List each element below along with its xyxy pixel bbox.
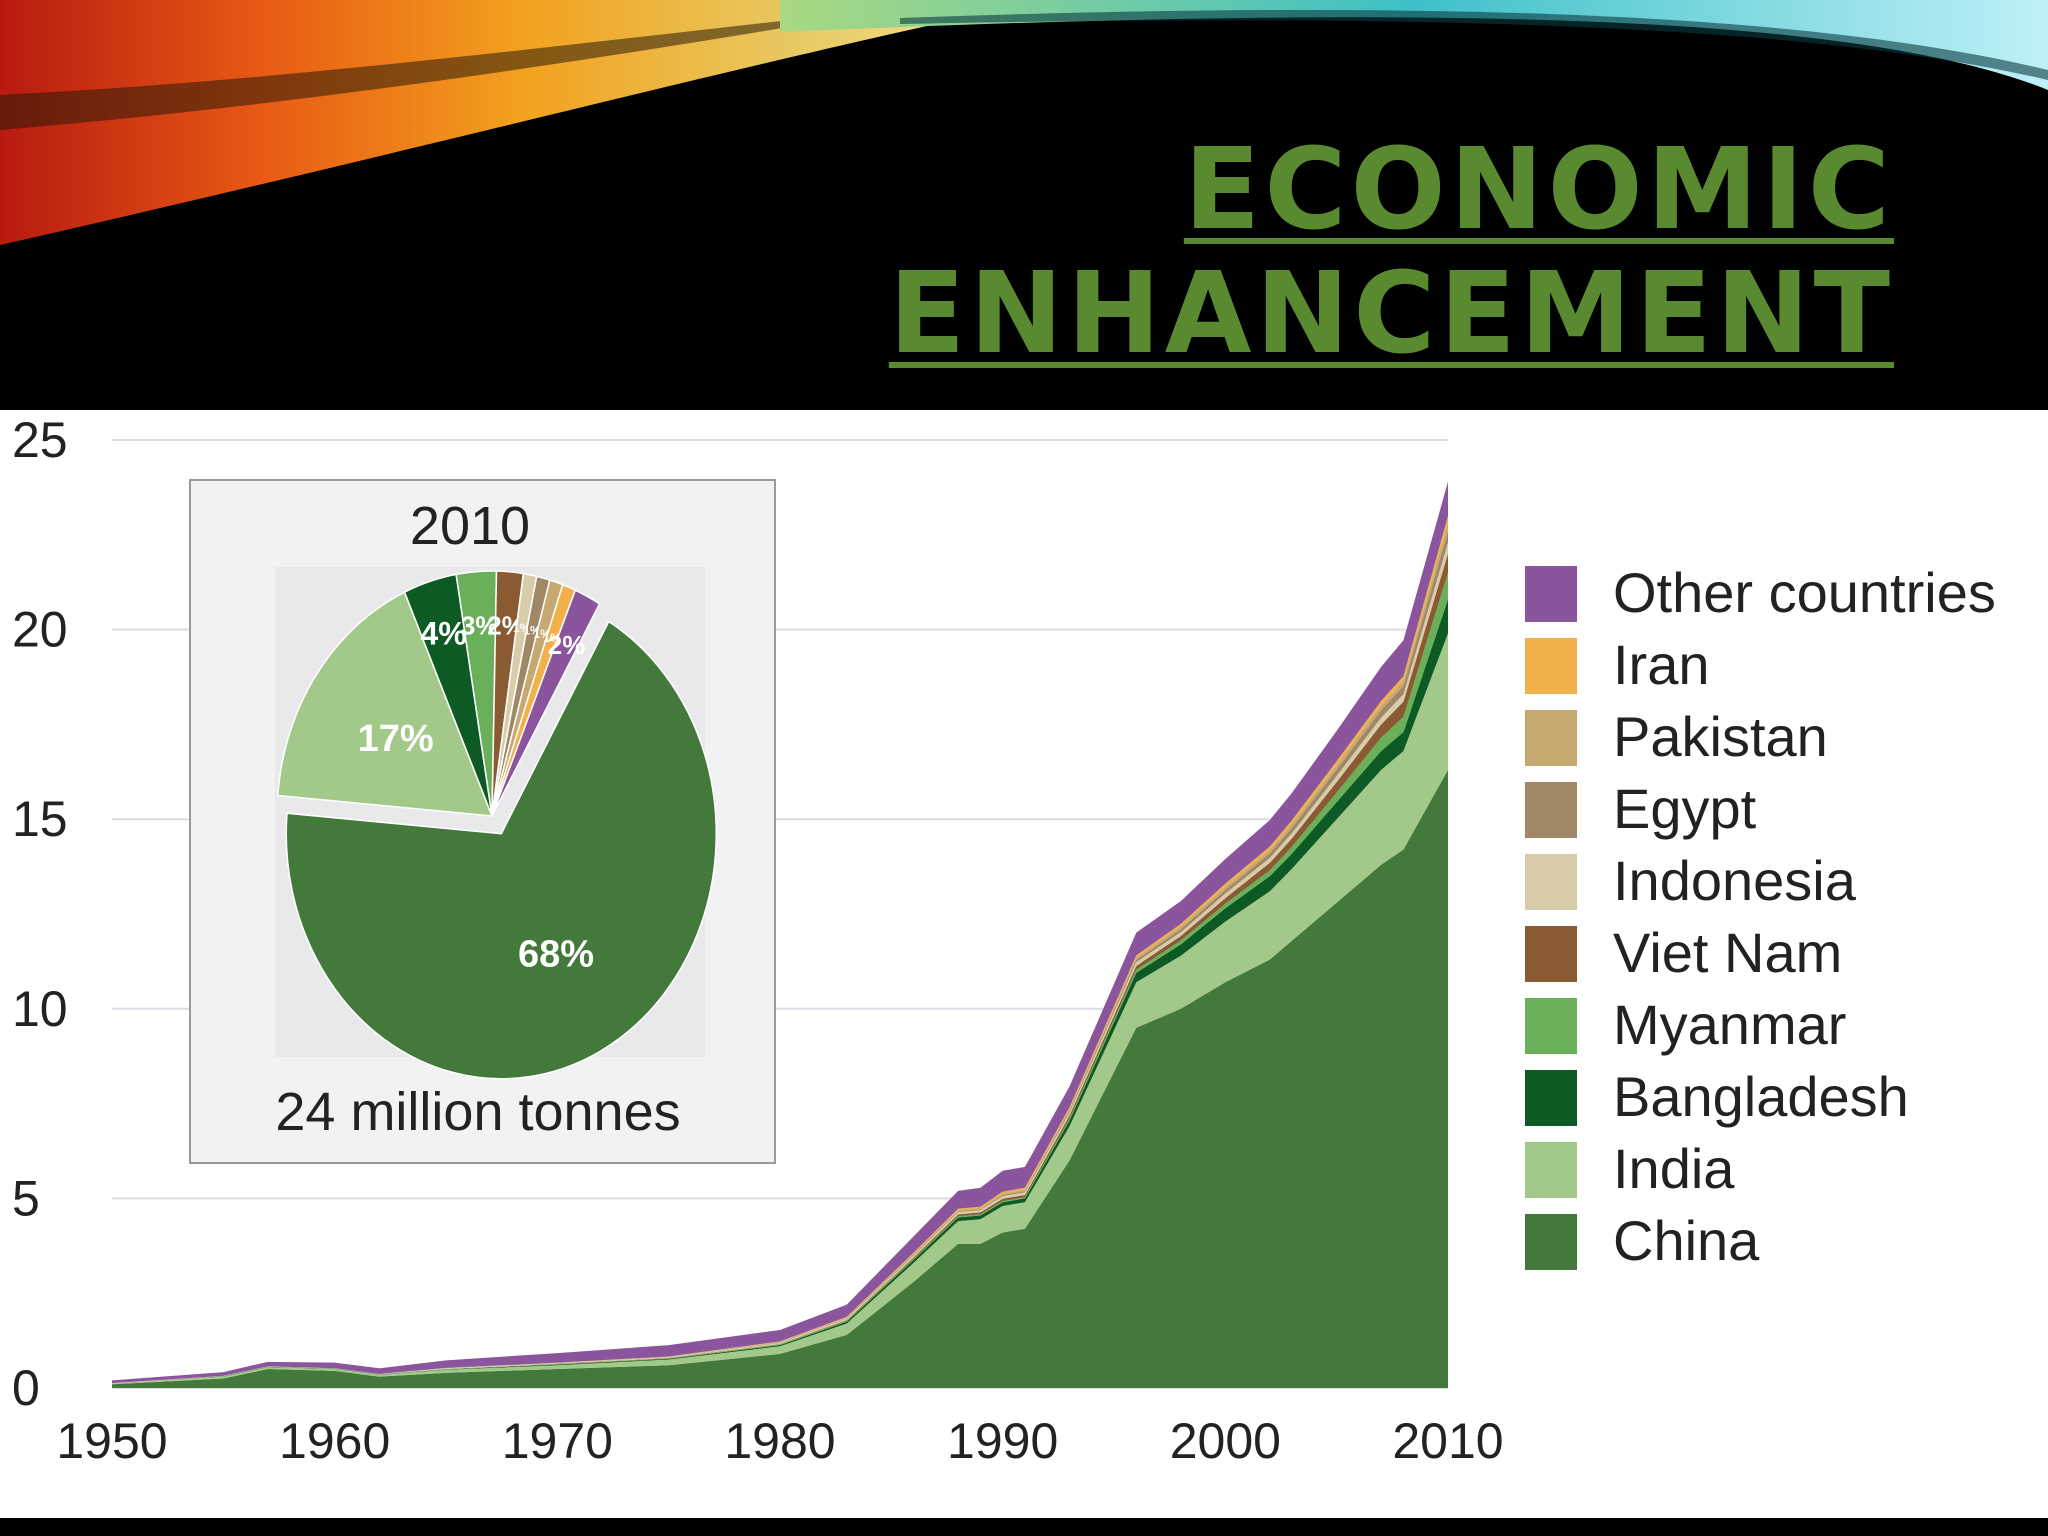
legend-swatch-egypt [1525, 782, 1577, 838]
pie-chart: 68%17%4%3%2%1%1%1%1%2% [276, 570, 718, 1080]
x-tick-label: 2000 [1170, 1413, 1281, 1469]
legend-label-myanmar: Myanmar [1613, 993, 1846, 1056]
chart-panel: 0 5 10 15 20 25 1950 1960 1970 1980 1990 2000 2010 … [0, 410, 2048, 1518]
pie-label-india: 17% [358, 718, 434, 760]
legend-label-pakistan: Pakistan [1613, 705, 1828, 768]
slide-header: Economic Enhancement [0, 0, 2048, 410]
pie-label-other-countries: 2% [548, 630, 586, 660]
legend-label-other-countries: Other countries [1613, 561, 1996, 624]
pie-title: 2010 [410, 496, 530, 556]
legend-label-bangladesh: Bangladesh [1613, 1065, 1909, 1128]
legend-swatch-myanmar [1525, 998, 1577, 1054]
x-tick-label: 1970 [502, 1413, 613, 1469]
y-tick-label: 20 [12, 602, 68, 658]
pie-label-myanmar: 3% [461, 611, 499, 641]
x-tick-label: 1980 [724, 1413, 835, 1469]
bottom-bar [0, 1518, 2048, 1536]
x-tick-label: 1950 [56, 1413, 167, 1469]
x-tick-label: 1960 [279, 1413, 390, 1469]
cool-streak [900, 9, 2048, 80]
x-tick-label: 1990 [947, 1413, 1058, 1469]
area-india [112, 633, 1448, 1385]
stacked-areas [112, 481, 1448, 1388]
legend: Other countries Iran Pakistan Egypt Indonesi… [1525, 561, 1996, 1272]
decorative-swoosh [0, 0, 2048, 245]
legend-swatch-china [1525, 1214, 1577, 1270]
legend-label-india: India [1613, 1137, 1735, 1200]
legend-swatch-indonesia [1525, 854, 1577, 910]
y-axis-ticks: 0 5 10 15 20 25 [12, 412, 68, 1416]
pie-label-bangladesh: 4% [420, 615, 466, 651]
pie-slice-other-countries [491, 589, 601, 817]
y-tick-label: 10 [12, 981, 68, 1037]
dark-streak [0, 8, 900, 130]
pie-slice-india [276, 591, 494, 817]
legend-swatch-bangladesh [1525, 1070, 1577, 1126]
x-axis-ticks: 1950 1960 1970 1980 1990 2000 2010 [56, 1413, 1503, 1469]
pie-caption: 24 million tonnes [275, 1082, 680, 1142]
pie-slice-china [285, 620, 718, 1080]
title-line-2: Enhancement [888, 249, 1894, 379]
pie-label-china: 68% [518, 933, 594, 975]
legend-label-viet-nam: Viet Nam [1613, 921, 1842, 984]
warm-swoosh [0, 0, 1050, 245]
area-china [112, 769, 1448, 1388]
legend-label-indonesia: Indonesia [1613, 849, 1857, 912]
x-tick-label: 2010 [1392, 1413, 1503, 1469]
legend-swatch-india [1525, 1142, 1577, 1198]
cool-swoosh [780, 0, 2048, 90]
legend-label-egypt: Egypt [1613, 777, 1757, 840]
pie-inset: 2010 68%17%4%3%2%1%1%1%1%2% 24 million t… [189, 479, 776, 1164]
slide-title: Economic Enhancement [889, 128, 1894, 376]
y-tick-label: 15 [12, 791, 68, 847]
title-line-1: Economic [1183, 125, 1894, 255]
legend-swatch-pakistan [1525, 710, 1577, 766]
y-tick-label: 0 [12, 1360, 40, 1416]
legend-swatch-other-countries [1525, 566, 1577, 622]
legend-swatch-iran [1525, 638, 1577, 694]
y-tick-label: 5 [12, 1170, 40, 1226]
legend-label-china: China [1613, 1209, 1760, 1272]
y-tick-label: 25 [12, 412, 68, 468]
legend-label-iran: Iran [1613, 633, 1710, 696]
legend-swatch-viet-nam [1525, 926, 1577, 982]
